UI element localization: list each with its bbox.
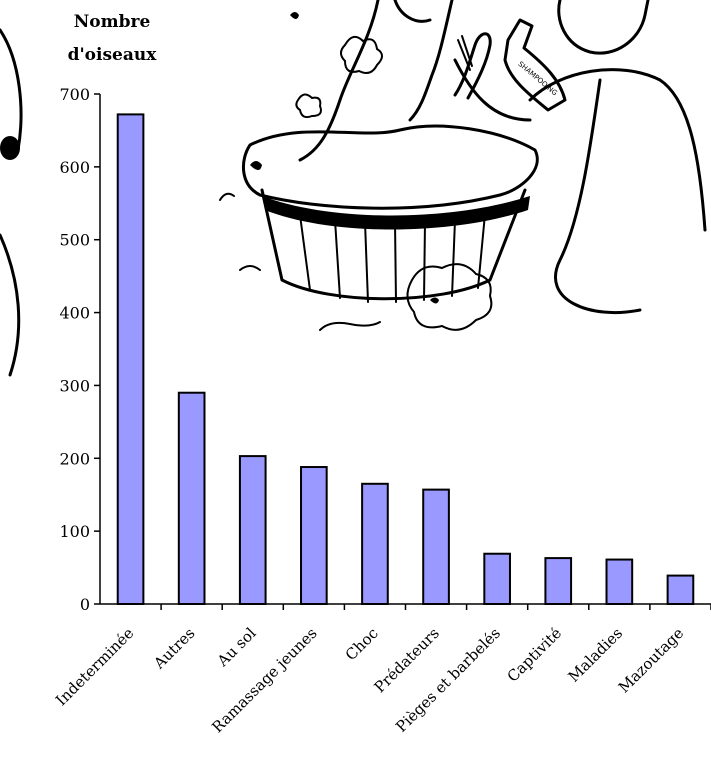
bars [116, 113, 695, 606]
y-tick-label: 400 [59, 304, 90, 323]
y-ticks: 0 100 200 300 400 500 600 700 [59, 85, 100, 614]
bar [238, 455, 267, 605]
x-tick-label: Pièges et barbelés [392, 624, 504, 736]
bar [483, 552, 511, 606]
bar [300, 466, 328, 605]
x-tick-label: Au sol [213, 624, 260, 671]
bar [422, 488, 450, 605]
x-tick-label: Choc [342, 624, 382, 664]
x-tick-label: Ramassage jeunes [208, 624, 320, 736]
y-tick-label: 500 [59, 231, 90, 250]
y-tick-label: 200 [59, 449, 90, 468]
left-edge-illustration-icon [0, 28, 23, 377]
y-tick-label: 300 [59, 376, 90, 395]
y-axis-label-line-1: Nombre [74, 12, 151, 32]
bar [116, 113, 145, 606]
x-tick-label: Autres [149, 624, 198, 673]
bar [605, 558, 634, 605]
y-tick-label: 100 [59, 522, 90, 541]
x-tick-label: Captivité [504, 624, 566, 686]
bar [544, 557, 573, 605]
bird-washing-illustration-icon: SHAMPOOING [219, 0, 707, 331]
y-tick-label: 600 [59, 158, 90, 177]
y-tick-label: 700 [59, 85, 90, 104]
y-axis-label-line-2: d'oiseaux [68, 45, 158, 65]
bar [666, 574, 695, 605]
bar [361, 482, 389, 605]
x-tick-label: Indeterminée [52, 624, 137, 709]
x-tick-label: Mazoutage [615, 624, 687, 696]
x-tick-label: Maladies [565, 624, 627, 686]
bar [177, 391, 206, 606]
y-tick-label: 0 [80, 595, 90, 614]
